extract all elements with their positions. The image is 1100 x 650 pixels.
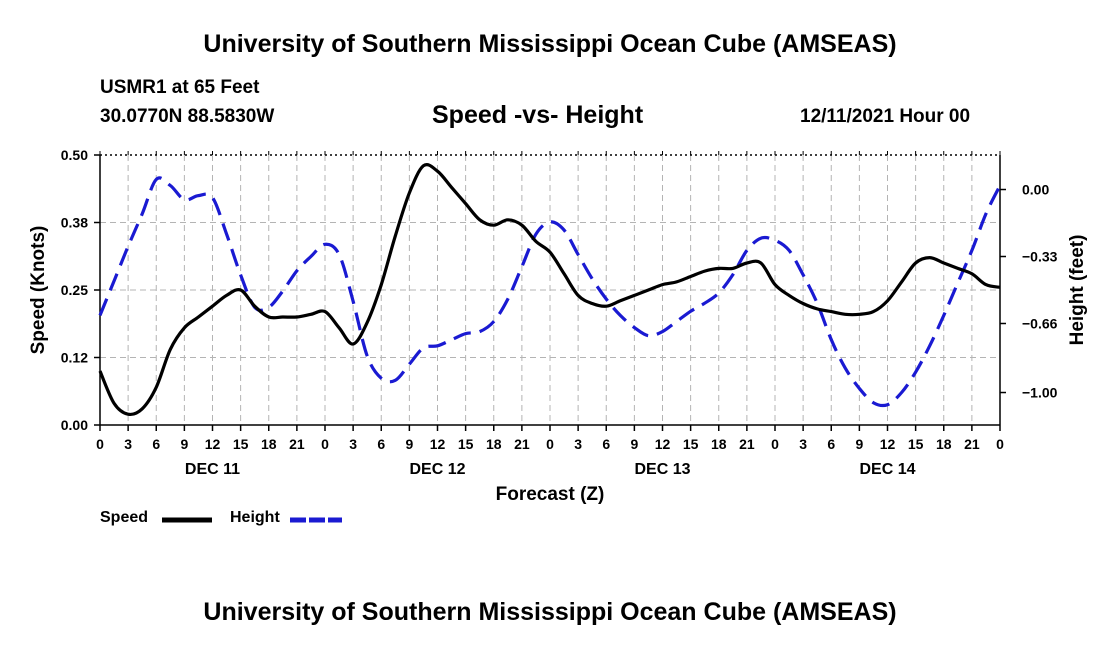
x-tick-label: 21 <box>739 436 755 452</box>
y-tick-label: 0.50 <box>61 147 88 163</box>
y2-tick-label: 0.00 <box>1022 182 1049 198</box>
x-tick-label: 3 <box>349 436 357 452</box>
x-tick-label: 0 <box>771 436 779 452</box>
x-axis-title: Forecast (Z) <box>496 484 605 505</box>
chart-title: Speed -vs- Height <box>432 101 644 129</box>
x-day-label: DEC 12 <box>409 461 465 478</box>
x-tick-label: 9 <box>405 436 413 452</box>
y2-tick-label: −0.66 <box>1022 315 1058 331</box>
y-axis-title: Speed (Knots) <box>28 226 49 355</box>
x-tick-label: 18 <box>486 436 502 452</box>
legend-height: Height <box>230 509 280 527</box>
x-tick-label: 15 <box>908 436 924 452</box>
x-tick-label: 6 <box>602 436 610 452</box>
legend-speed-label: Speed <box>100 509 149 526</box>
y-tick-label: 0.00 <box>61 417 88 433</box>
x-tick-label: 21 <box>964 436 980 452</box>
x-tick-label: 9 <box>180 436 188 452</box>
x-tick-label: 9 <box>630 436 638 452</box>
x-tick-label: 21 <box>514 436 530 452</box>
footer-title: University of Southern Mississippi Ocean… <box>203 598 897 626</box>
x-tick-label: 0 <box>996 436 1004 452</box>
x-tick-label: 6 <box>827 436 835 452</box>
x-tick-label: 3 <box>574 436 582 452</box>
x-tick-label: 18 <box>261 436 277 452</box>
y2-axis-title: Height (feet) <box>1067 235 1088 346</box>
x-tick-label: 15 <box>683 436 699 452</box>
y2-tick-label: −0.33 <box>1022 249 1058 265</box>
legend-height-label: Height <box>230 509 280 526</box>
x-tick-label: 0 <box>546 436 554 452</box>
x-tick-label: 12 <box>655 436 671 452</box>
x-day-label: DEC 14 <box>859 461 915 478</box>
y-tick-label: 0.25 <box>61 282 88 298</box>
x-tick-label: 18 <box>936 436 952 452</box>
x-tick-label: 3 <box>799 436 807 452</box>
x-day-label: DEC 11 <box>185 461 240 478</box>
x-tick-label: 0 <box>321 436 329 452</box>
y-tick-label: 0.12 <box>61 350 88 366</box>
x-tick-label: 15 <box>458 436 474 452</box>
x-tick-label: 9 <box>855 436 863 452</box>
x-tick-label: 18 <box>711 436 727 452</box>
x-tick-label: 3 <box>124 436 132 452</box>
coordinates-label: 30.0770N 88.5830W <box>100 106 275 127</box>
x-tick-label: 6 <box>377 436 385 452</box>
y2-tick-label: −1.00 <box>1022 385 1058 401</box>
x-day-label: DEC 13 <box>634 461 690 478</box>
y-tick-label: 0.38 <box>61 215 88 231</box>
x-tick-label: 15 <box>233 436 249 452</box>
x-tick-label: 6 <box>152 436 160 452</box>
station-label: USMR1 at 65 Feet <box>100 77 260 98</box>
x-tick-label: 12 <box>205 436 221 452</box>
timestamp-label: 12/11/2021 Hour 00 <box>800 106 971 127</box>
x-tick-label: 12 <box>430 436 446 452</box>
page-title: University of Southern Mississippi Ocean… <box>203 30 897 58</box>
x-tick-label: 12 <box>880 436 896 452</box>
series-line-speed <box>98 163 1001 417</box>
x-tick-label: 21 <box>289 436 305 452</box>
legend-speed: Speed <box>100 509 148 527</box>
x-tick-label: 0 <box>96 436 104 452</box>
